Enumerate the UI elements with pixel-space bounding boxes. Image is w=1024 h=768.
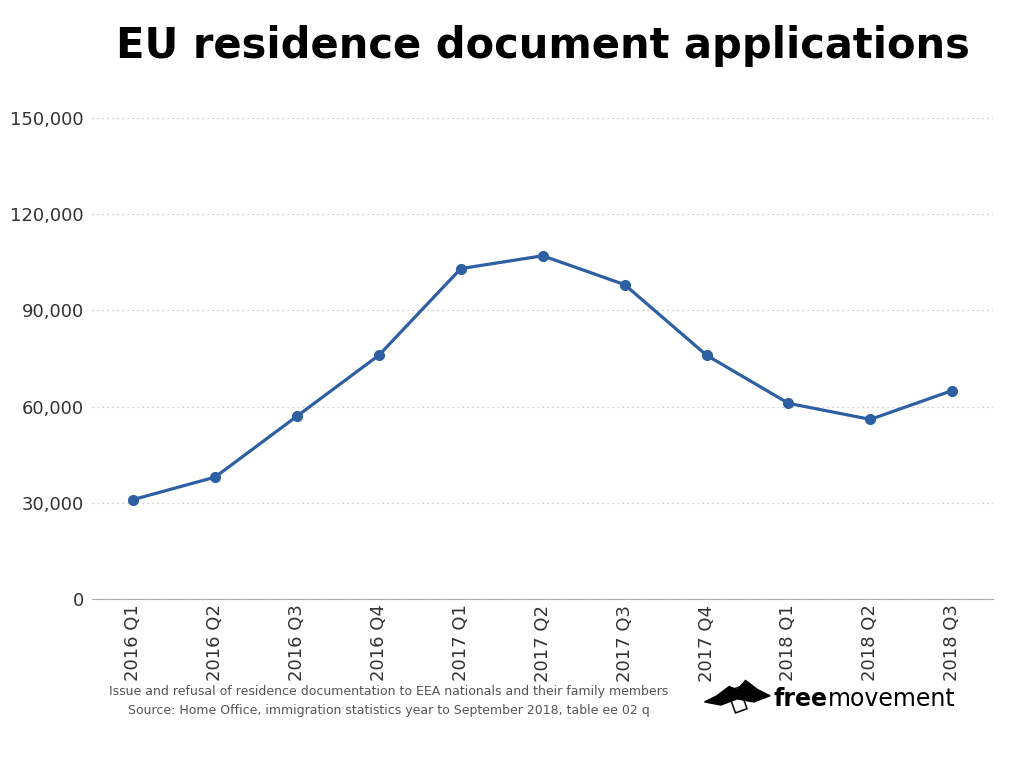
Text: Issue and refusal of residence documentation to EEA nationals and their family m: Issue and refusal of residence documenta… <box>110 685 669 697</box>
Text: Source: Home Office, immigration statistics year to September 2018, table ee 02 : Source: Home Office, immigration statist… <box>128 704 650 717</box>
Polygon shape <box>705 680 770 705</box>
Text: EU residence document applications: EU residence document applications <box>116 25 970 67</box>
Text: ⮺: ⮺ <box>725 683 750 715</box>
Text: free: free <box>773 687 827 711</box>
Text: movement: movement <box>827 687 955 711</box>
